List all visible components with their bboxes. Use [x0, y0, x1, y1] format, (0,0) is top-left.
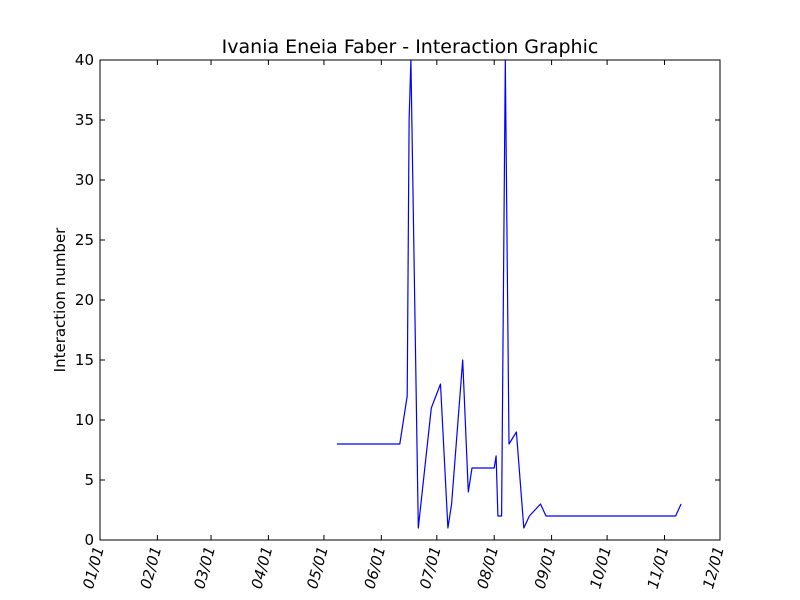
y-tick-label: 25	[75, 231, 94, 249]
x-tick-label: 03/01	[190, 544, 219, 590]
plot-area	[336, 59, 682, 529]
x-tick-label: 08/01	[473, 544, 502, 590]
plot-frame	[99, 59, 721, 541]
x-tick-label: 05/01	[303, 544, 332, 590]
x-tick-label: 06/01	[361, 544, 390, 590]
x-tick-label: 02/01	[137, 544, 166, 590]
x-tick-label: 10/01	[586, 544, 615, 590]
chart-title: Ivania Eneia Faber - Interaction Graphic	[222, 36, 599, 58]
y-tick-label: 10	[75, 411, 94, 429]
y-tick-label: 0	[84, 531, 94, 549]
y-tick-label: 5	[84, 471, 94, 489]
x-tick-label: 11/01	[644, 544, 673, 590]
y-axis-label: Interaction number	[51, 227, 69, 373]
x-tick-label: 09/01	[531, 544, 560, 590]
y-tick-label: 40	[75, 51, 94, 69]
y-tick-label: 15	[75, 351, 94, 369]
x-tick-label: 12/01	[699, 544, 728, 590]
x-tick-label: 04/01	[248, 544, 277, 590]
x-axis: 01/01 02/01 03/01 04/01 05/01 06/01 07/01 08/01…	[79, 60, 728, 591]
y-tick-label: 20	[75, 291, 94, 309]
y-tick-label: 30	[75, 171, 94, 189]
x-tick-label: 07/01	[416, 544, 445, 590]
y-tick-label: 35	[75, 111, 94, 129]
series-line-0	[336, 59, 682, 529]
x-tick-label: 01/01	[79, 544, 108, 590]
y-axis: 0 5 10 15 20 25 30 35 40	[75, 51, 720, 549]
